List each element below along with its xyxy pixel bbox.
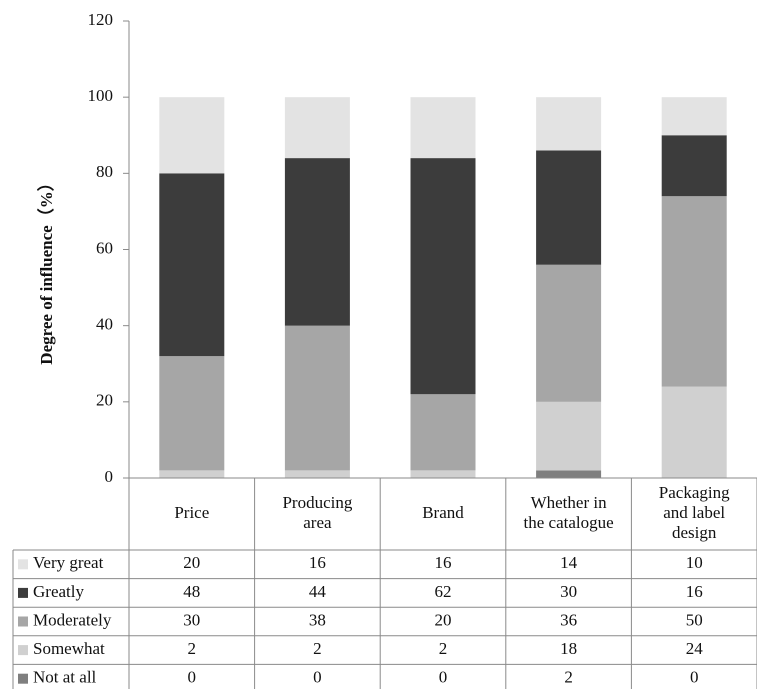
bar-segment [661, 135, 727, 197]
data-table-cell: 30 [560, 582, 577, 601]
y-tick-label: 80 [96, 162, 113, 181]
data-table-cell: 18 [560, 639, 577, 658]
data-table-cell: 2 [313, 639, 322, 658]
legend-label: Not at all [33, 668, 97, 687]
data-table-cell: 50 [686, 610, 703, 629]
bar-segment [661, 386, 727, 478]
legend-swatch [18, 587, 28, 598]
data-table-cell: 44 [309, 582, 327, 601]
bar-segment [410, 158, 476, 395]
x-category-label: Packaging [659, 483, 730, 502]
legend-swatch [18, 645, 28, 656]
legend-label: Moderately [33, 610, 112, 629]
bar-segment [536, 401, 602, 471]
legend-swatch [18, 616, 28, 627]
y-axis-title: Degree of influence（%） [36, 174, 56, 364]
data-table-cell: 0 [439, 668, 448, 687]
data-table-cell: 16 [686, 582, 703, 601]
bar-segment [410, 394, 476, 471]
data-table-cell: 0 [188, 668, 197, 687]
bar-segment [536, 97, 602, 151]
data-table-cell: 2 [564, 668, 573, 687]
legend-label: Greatly [33, 582, 84, 601]
bar-segment [536, 150, 602, 265]
x-category-label: area [303, 513, 332, 532]
legend-label: Somewhat [33, 639, 105, 658]
y-tick-label: 60 [96, 238, 113, 257]
x-category-label: the catalogue [524, 513, 614, 532]
legend-label: Very great [33, 553, 104, 572]
data-table-cell: 24 [686, 639, 704, 658]
x-category-label: Whether in [531, 493, 607, 512]
bar-segment [284, 158, 350, 326]
data-table-cell: 0 [313, 668, 322, 687]
bar-segment [159, 470, 225, 478]
data-table-cell: 2 [188, 639, 197, 658]
bar-segment [284, 470, 350, 478]
y-tick-label: 120 [88, 10, 114, 29]
data-table-cell: 16 [309, 553, 326, 572]
bar-segment [661, 196, 727, 387]
x-category-label: Producing [282, 493, 352, 512]
bar-segment [159, 97, 225, 174]
data-table-cell: 62 [435, 582, 452, 601]
x-category-label: and label [663, 503, 725, 522]
data-table-cell: 36 [560, 610, 577, 629]
data-table-cell: 38 [309, 610, 326, 629]
bar-segment [284, 97, 350, 159]
y-tick-label: 40 [96, 315, 113, 334]
bar-segment [159, 173, 225, 357]
bar-segment [536, 470, 602, 478]
bar-segment [410, 97, 476, 159]
data-table-cell: 48 [183, 582, 200, 601]
data-table-cell: 10 [686, 553, 703, 572]
data-table-cell: 20 [435, 610, 452, 629]
bar-segment [536, 264, 602, 402]
legend-swatch [18, 559, 28, 570]
bar-segment [159, 356, 225, 471]
bar-segment [284, 325, 350, 471]
legend-swatch [18, 673, 28, 684]
data-table-cell: 14 [560, 553, 578, 572]
x-category-label: Price [174, 503, 209, 522]
y-tick-label: 100 [88, 86, 114, 105]
x-category-label: Brand [422, 503, 464, 522]
bar-segment [410, 470, 476, 478]
data-table-cell: 0 [690, 668, 699, 687]
data-table-cell: 30 [183, 610, 200, 629]
data-table-cell: 16 [435, 553, 452, 572]
bar-segment [661, 97, 727, 136]
y-tick-label: 20 [96, 391, 113, 410]
data-table-cell: 20 [183, 553, 200, 572]
y-tick-label: 0 [105, 467, 114, 486]
x-category-label: design [672, 523, 717, 542]
data-table-cell: 2 [439, 639, 448, 658]
